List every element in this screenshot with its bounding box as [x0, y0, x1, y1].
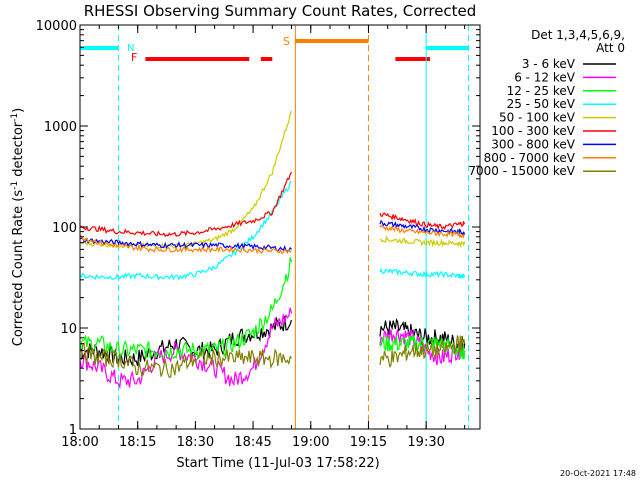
series-line-300-800kev-0: [79, 237, 292, 252]
series-line-100-300kev-0: [79, 171, 293, 238]
series-line-50-100kev-1: [379, 235, 466, 249]
legend-label: 50 - 100 keV: [499, 111, 576, 125]
x-tick-label: 18:45: [234, 435, 271, 450]
series-line-800-7000kev-0: [79, 234, 292, 255]
legend-label: 7000 - 15000 keV: [468, 164, 575, 178]
legend-header-detectors: Det 1,3,4,5,6,9,: [531, 28, 625, 42]
legend-header-attenuator: Att 0: [596, 41, 625, 55]
flag-label: F: [131, 51, 137, 64]
x-tick-label: 19:30: [407, 435, 444, 450]
legend-label: 300 - 800 keV: [491, 137, 575, 151]
series-line-100-300kev-1: [379, 212, 466, 231]
data-series: [79, 110, 466, 390]
legend-label: 6 - 12 keV: [514, 70, 576, 84]
series-line-7000-15000kev-1: [379, 335, 466, 368]
x-tick-label: 18:15: [119, 435, 156, 450]
saa-bar: [295, 39, 369, 43]
flare-bar-0: [145, 57, 250, 61]
flare-bar-1: [260, 57, 273, 61]
x-tick-label: 19:15: [350, 435, 387, 450]
flag-label: N: [127, 43, 134, 54]
x-tick-label: 18:00: [61, 435, 98, 450]
y-tick-label: 100: [52, 221, 77, 236]
timestamp: 20-Oct-2021 17:48: [560, 469, 636, 478]
y-tick-label: 1000: [44, 120, 77, 135]
y-tick-label: 1: [69, 423, 77, 438]
x-tick-label: 18:30: [177, 435, 214, 450]
x-axis-ticks: 18:00 18:15 18:30 18:45 19:00 19:15 19:30: [61, 25, 466, 450]
legend-label: 3 - 6 keV: [522, 57, 576, 71]
series-line-800-7000kev-1: [379, 224, 465, 239]
flag-label: S: [283, 35, 290, 48]
series-line-12-25kev-0: [79, 257, 293, 360]
x-axis-label: Start Time (11-Jul-03 17:58:22): [176, 456, 379, 471]
chart-title: RHESSI Observing Summary Count Rates, Co…: [84, 2, 477, 20]
series-line-300-800kev-1: [379, 219, 466, 236]
y-axis-label: Corrected Count Rate (s-1 detector-1): [10, 108, 26, 346]
flare-bar-2: [395, 57, 430, 61]
y-tick-label: 10000: [36, 19, 77, 34]
saa-bar-segment: [295, 39, 369, 43]
night-bars: [80, 46, 469, 50]
night-bar-0: [80, 46, 119, 50]
series-line-7000-15000kev-0: [79, 342, 292, 378]
series-line-25-50kev-0: [79, 181, 292, 281]
flag-labels: NF S: [127, 35, 290, 64]
legend-label: 12 - 25 keV: [507, 84, 576, 98]
y-axis-ticks: 1 10 100 1000 10000: [36, 19, 480, 438]
flare-bars: [145, 57, 430, 61]
legend-label: 800 - 7000 keV: [484, 151, 576, 165]
x-tick-label: 19:00: [292, 435, 329, 450]
legend-label: 25 - 50 keV: [507, 97, 576, 111]
series-line-25-50kev-1: [379, 267, 466, 280]
y-tick-label: 10: [60, 322, 77, 337]
night-bar-1: [426, 46, 469, 50]
legend-label: 100 - 300 keV: [491, 124, 575, 138]
